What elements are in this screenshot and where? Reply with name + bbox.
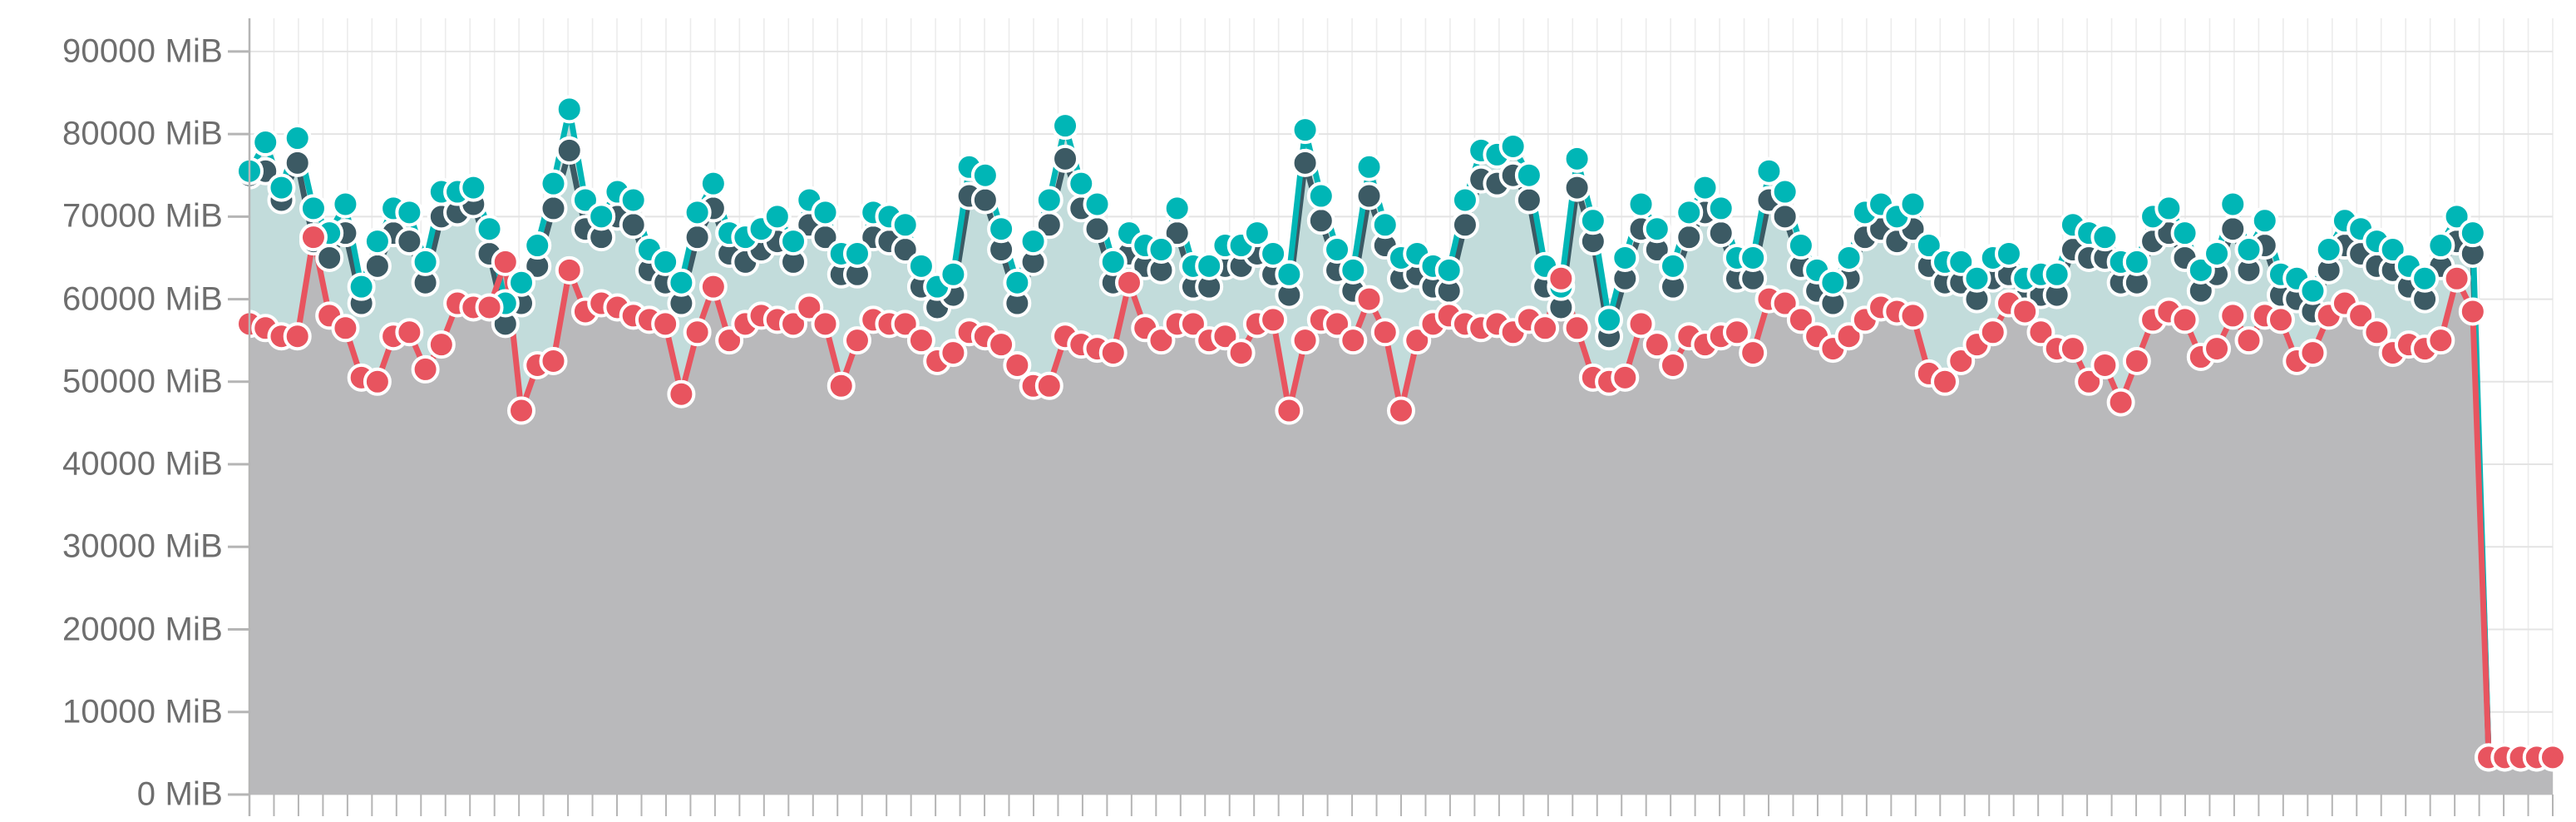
y-axis-tick-label: 40000 MiB (62, 445, 223, 483)
y-axis-tick-label: 60000 MiB (62, 280, 223, 318)
axis-tick-marks (228, 18, 2554, 816)
y-axis-tick-label: 90000 MiB (62, 32, 223, 70)
y-axis-tick-label: 10000 MiB (62, 693, 223, 730)
y-axis-tick-label: 0 MiB (136, 775, 223, 813)
y-axis-tick-label: 80000 MiB (62, 115, 223, 152)
y-axis-tick-label: 70000 MiB (62, 197, 223, 235)
y-axis-tick-label: 20000 MiB (62, 611, 223, 648)
y-axis-tick-label: 50000 MiB (62, 363, 223, 400)
markers-series-min[interactable] (235, 223, 2567, 772)
y-axis-tick-labels: 0 MiB 10000 MiB 20000 MiB 30000 MiB 40000 Mi… (0, 0, 223, 822)
area-fill-min (249, 237, 2553, 795)
y-axis-tick-label: 30000 MiB (62, 527, 223, 565)
